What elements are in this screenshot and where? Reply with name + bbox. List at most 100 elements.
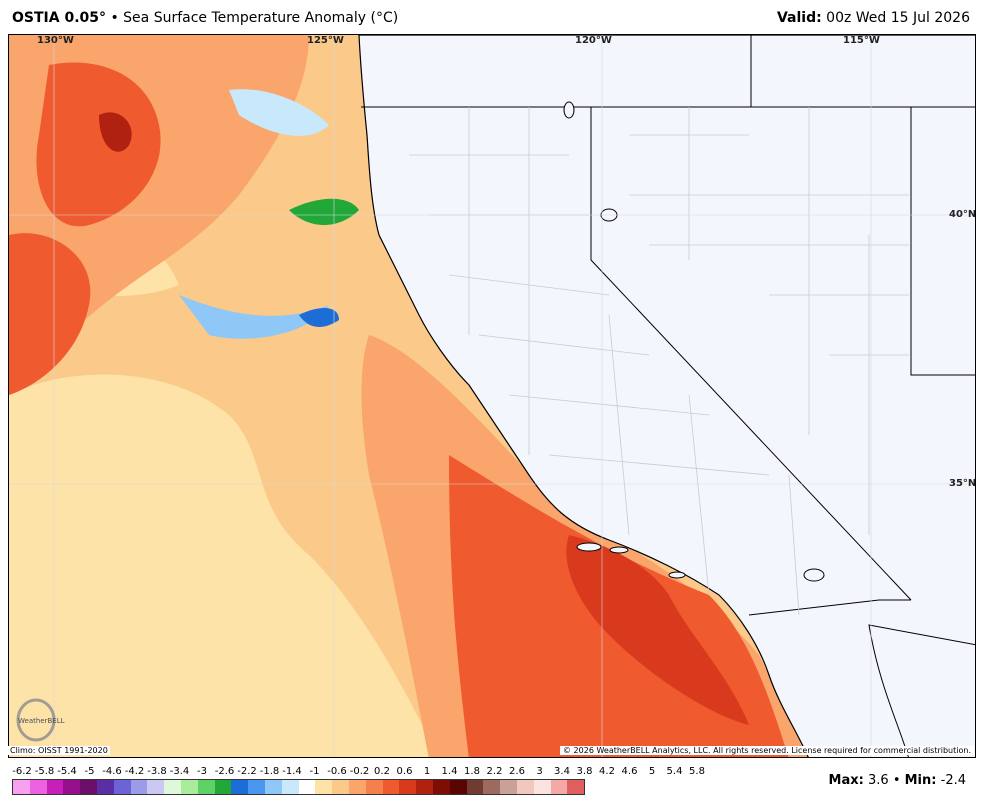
color-swatch bbox=[500, 780, 517, 794]
color-swatch bbox=[264, 780, 282, 794]
degree-symbol: ° bbox=[99, 10, 106, 26]
color-swatch bbox=[449, 780, 467, 794]
island bbox=[668, 571, 686, 579]
min-label: Min: bbox=[904, 773, 937, 788]
color-swatch bbox=[231, 780, 249, 794]
lake bbox=[563, 101, 575, 119]
min-value: -2.4 bbox=[940, 773, 966, 788]
scale-tick-label: 1.8 bbox=[464, 766, 480, 777]
map-title: OSTIA 0.05° • Sea Surface Temperature An… bbox=[12, 10, 398, 26]
scale-tick-label: -3.4 bbox=[169, 766, 190, 777]
lake bbox=[803, 568, 825, 582]
bullet: • bbox=[110, 10, 119, 26]
svg-text:WeatherBELL: WeatherBELL bbox=[18, 717, 65, 725]
cool-anomaly-pocket bbox=[179, 295, 329, 339]
color-swatch bbox=[214, 780, 232, 794]
lon-label: 120°W bbox=[575, 35, 612, 46]
scale-tick-label: -0.6 bbox=[327, 766, 347, 777]
color-swatch bbox=[365, 780, 383, 794]
climo-note: Climo: OISST 1991-2020 bbox=[8, 746, 110, 755]
color-swatch bbox=[466, 780, 484, 794]
color-swatch bbox=[248, 780, 265, 794]
color-swatch bbox=[180, 780, 198, 794]
color-swatch bbox=[164, 780, 181, 794]
color-swatch bbox=[80, 780, 97, 794]
scale-tick-label: -2.2 bbox=[237, 766, 257, 777]
county-lines bbox=[409, 107, 909, 616]
lon-label: 115°W bbox=[843, 35, 880, 46]
scale-tick-label: -1 bbox=[309, 766, 320, 777]
scale-tick-label: -6.2 bbox=[12, 766, 32, 777]
scale-tick-label: 5.8 bbox=[689, 766, 705, 777]
max-min-readout: Max: 3.6 • Min: -2.4 bbox=[829, 773, 966, 788]
color-swatch bbox=[29, 780, 47, 794]
scale-tick-label: 2.2 bbox=[486, 766, 503, 777]
anomaly-zone-max bbox=[99, 112, 132, 152]
lat-label: 35°N bbox=[949, 478, 976, 489]
anomaly-zone-high bbox=[9, 233, 91, 395]
color-swatch bbox=[533, 780, 551, 794]
island bbox=[609, 546, 629, 554]
scale-tick-label: 3 bbox=[536, 766, 543, 777]
graticule bbox=[9, 35, 975, 757]
scale-tick-label: -5.8 bbox=[34, 766, 55, 777]
weatherbell-logo: WeatherBELL bbox=[16, 698, 65, 742]
scale-tick-label: -2.6 bbox=[214, 766, 235, 777]
scale-tick-label: -4.2 bbox=[124, 766, 145, 777]
color-swatch bbox=[130, 780, 148, 794]
scale-tick-label: 4.6 bbox=[621, 766, 638, 777]
color-scale-bar bbox=[12, 779, 586, 795]
color-swatch bbox=[348, 780, 366, 794]
color-swatch bbox=[281, 780, 299, 794]
scale-tick-label: 3.8 bbox=[576, 766, 593, 777]
lon-label: 130°W bbox=[37, 35, 74, 46]
valid-value: 00z Wed 15 Jul 2026 bbox=[826, 10, 970, 26]
color-swatch bbox=[63, 780, 81, 794]
state-border bbox=[748, 599, 911, 616]
lon-label: 125°W bbox=[307, 35, 344, 46]
color-swatch bbox=[382, 780, 400, 794]
scale-tick-label: -4.6 bbox=[102, 766, 122, 777]
island bbox=[576, 542, 602, 552]
color-swatch bbox=[432, 780, 450, 794]
scale-tick-label: -3.8 bbox=[147, 766, 167, 777]
scale-tick-label: 4.2 bbox=[599, 766, 615, 777]
scale-tick-label: 3.4 bbox=[554, 766, 570, 777]
color-swatch bbox=[197, 780, 215, 794]
color-swatch bbox=[516, 780, 534, 794]
color-scale-labels: -6.2 -5.8 -5.4 -5 -4.6 -4.2 -3.8 -3.4 -3 -2.6 -2.2… bbox=[10, 766, 705, 794]
title-text: Sea Surface Temperature Anomaly (°C) bbox=[123, 10, 399, 26]
state-border bbox=[590, 107, 912, 601]
scale-tick-label: 2.6 bbox=[509, 766, 525, 777]
anomaly-zone-max bbox=[566, 535, 749, 725]
scale-tick-label: -1.8 bbox=[259, 766, 280, 777]
scale-tick-label: 1.4 bbox=[441, 766, 458, 777]
scale-tick-label: 0.2 bbox=[374, 766, 390, 777]
lat-label: 40°N bbox=[949, 209, 976, 220]
color-swatch bbox=[13, 780, 30, 794]
cool-anomaly-pocket bbox=[229, 89, 329, 136]
baja-land bbox=[868, 624, 975, 757]
scale-tick-label: 5 bbox=[648, 766, 656, 777]
color-swatch bbox=[567, 780, 585, 794]
scale-tick-label: -0.2 bbox=[349, 766, 370, 777]
scale-tick-label: -5.4 bbox=[57, 766, 77, 777]
product-name: OSTIA 0.05 bbox=[12, 10, 99, 26]
cool-anomaly-pocket bbox=[299, 308, 339, 327]
max-min-separator: • bbox=[892, 773, 901, 788]
sst-anomaly-map: 130°W 125°W 120°W 115°W 40°N 35°N bbox=[8, 34, 976, 758]
anomaly-zone-high bbox=[36, 62, 161, 227]
header: OSTIA 0.05° • Sea Surface Temperature An… bbox=[0, 0, 984, 34]
color-swatch bbox=[298, 780, 316, 794]
scale-tick-label: 1 bbox=[423, 766, 431, 777]
scale-tick-label: -5 bbox=[84, 766, 95, 777]
valid-time: Valid: 00z Wed 15 Jul 2026 bbox=[777, 10, 970, 26]
color-swatch bbox=[416, 780, 433, 794]
cool-anomaly-pocket bbox=[289, 198, 359, 225]
color-swatch bbox=[550, 780, 568, 794]
scale-tick-label: -1.4 bbox=[282, 766, 302, 777]
color-swatch bbox=[399, 780, 417, 794]
scale-tick-label: -3 bbox=[197, 766, 207, 777]
color-swatch bbox=[147, 780, 165, 794]
color-swatch bbox=[96, 780, 114, 794]
